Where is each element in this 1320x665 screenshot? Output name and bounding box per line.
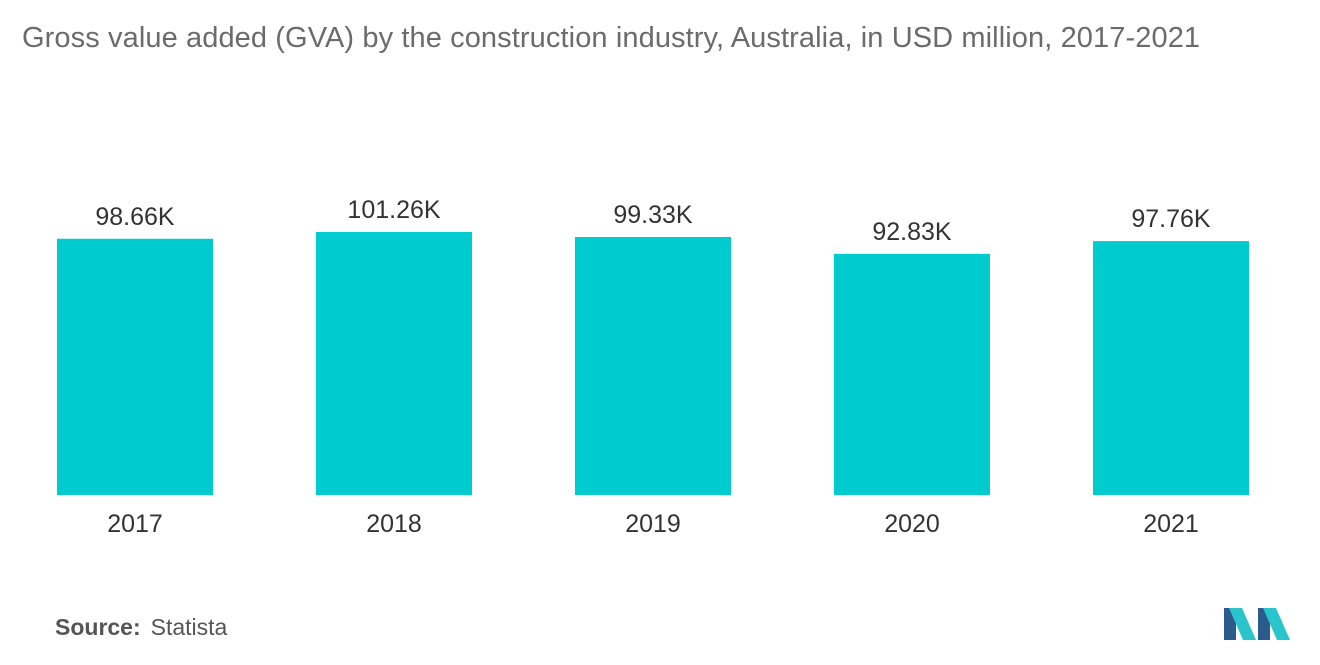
bar-chart: 98.66K 101.26K 99.33K 92.83K 97.76K 2017 2018… [57,196,1249,538]
logo-left-diagonal-icon [1229,608,1256,640]
source-label: Source: [55,614,141,640]
source-value: Statista [150,614,228,640]
category-label-2019: 2019 [625,510,681,538]
source-note: Source: Statista [55,614,227,641]
logo-right-diagonal-icon [1263,608,1290,640]
bar-2017 [57,238,213,495]
value-label-2019: 99.33K [613,201,693,229]
value-labels-layer: 98.66K 101.26K 99.33K 92.83K 97.76K [95,196,1211,246]
category-labels-layer: 2017 2018 2019 2020 2021 [107,510,1199,538]
bar-2020 [834,253,990,495]
value-label-2018: 101.26K [347,196,440,224]
bar-2019 [575,237,731,495]
category-label-2018: 2018 [366,510,422,538]
value-label-2021: 97.76K [1131,205,1211,233]
value-label-2020: 92.83K [872,218,952,246]
value-label-2017: 98.66K [95,203,175,231]
mordor-intelligence-logo [1224,608,1290,640]
category-label-2017: 2017 [107,510,163,538]
bar-2021 [1093,241,1249,495]
bar-2018 [316,232,472,495]
chart-title: Gross value added (GVA) by the construct… [22,22,1201,54]
category-label-2021: 2021 [1143,510,1199,538]
bars-layer [57,232,1249,495]
category-label-2020: 2020 [884,510,940,538]
